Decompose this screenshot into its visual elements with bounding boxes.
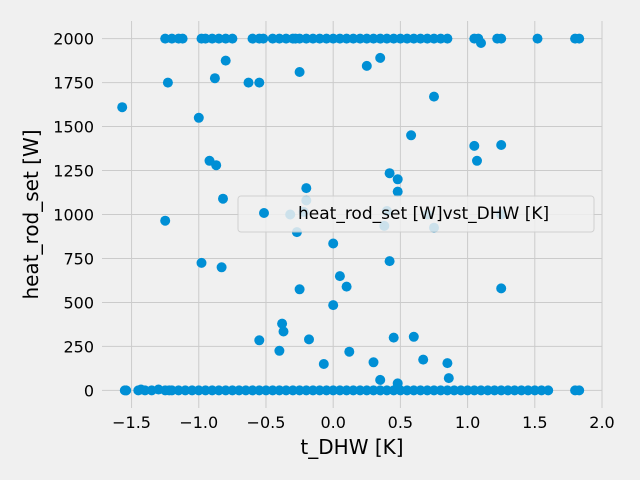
data-point [117,102,128,113]
data-point [429,91,439,102]
data-point [469,140,480,151]
data-point [472,155,482,166]
data-points [117,33,585,396]
y-tick-label: 1500 [53,118,94,137]
data-point [375,52,386,63]
x-tick-label: −1.0 [179,413,218,432]
data-point [375,374,386,385]
data-point [258,33,269,44]
data-point [496,140,507,150]
legend-marker [259,208,269,218]
y-tick-label: 500 [63,293,94,312]
data-point [442,358,453,369]
x-tick-label: −1.5 [112,413,151,432]
data-point [443,373,454,384]
data-point [274,345,285,356]
y-tick-label: 250 [63,337,94,356]
data-point [384,256,395,267]
legend-box [237,195,595,233]
data-point [254,335,265,346]
data-point [177,33,188,44]
data-point [328,300,339,311]
data-point [220,55,231,66]
x-tick-labels: −1.5 −1.0 −0.5 0.0 0.5 1.0 1.5 2.0 [112,413,615,432]
data-point [218,193,228,204]
data-point [418,354,429,365]
y-tick-label: 0 [84,381,94,400]
data-point [543,385,554,396]
data-point [532,33,543,44]
data-point [196,257,207,268]
data-point [328,238,339,249]
legend-label: heat_rod_set [W]vst_DHW [K] [298,204,549,224]
data-point [406,130,417,141]
data-point [216,262,227,273]
y-axis-label: heat_rod_set [W] [19,129,43,299]
x-axis-label: t_DHW [K] [300,435,403,459]
y-tick-labels: 0 250 500 750 1000 1250 1500 1750 2000 [53,30,94,401]
data-point [392,186,403,197]
y-tick-label: 2000 [53,30,94,49]
data-point [301,183,312,194]
data-point [209,73,220,84]
data-point [227,33,238,44]
x-tick-label: 1.5 [522,413,547,432]
data-point [193,112,204,123]
data-point [254,77,265,88]
x-tick-label: 1.0 [455,413,480,432]
data-point [392,378,403,389]
data-point [388,332,399,343]
data-point [162,77,173,88]
y-tick-label: 1000 [53,206,94,225]
x-tick-label: 2.0 [589,413,614,432]
x-tick-label: −0.5 [247,413,286,432]
data-point [392,174,403,185]
data-point [476,38,486,48]
data-point [574,33,585,44]
data-point [574,385,585,396]
data-point [277,318,288,329]
data-point [334,271,345,282]
data-point [304,334,314,345]
data-point [341,281,352,292]
x-tick-label: 0.5 [388,413,413,432]
y-tick-label: 1250 [53,162,94,181]
data-point [294,67,305,77]
data-point [368,357,379,368]
data-point [408,331,419,342]
y-tick-label: 1750 [53,74,94,93]
data-point [121,385,132,396]
data-point [318,359,329,369]
data-point [496,283,507,294]
data-point [344,346,355,357]
data-point [496,33,507,44]
legend: heat_rod_set [W]vst_DHW [K] [237,195,595,233]
data-point [442,33,453,44]
data-point [361,60,372,71]
data-point [384,168,395,179]
x-tick-label: 0.0 [320,413,345,432]
y-tick-label: 750 [63,249,94,268]
data-point [211,160,222,171]
data-point [160,215,171,226]
data-point [278,326,289,337]
data-point [243,77,254,88]
data-point [294,284,305,295]
